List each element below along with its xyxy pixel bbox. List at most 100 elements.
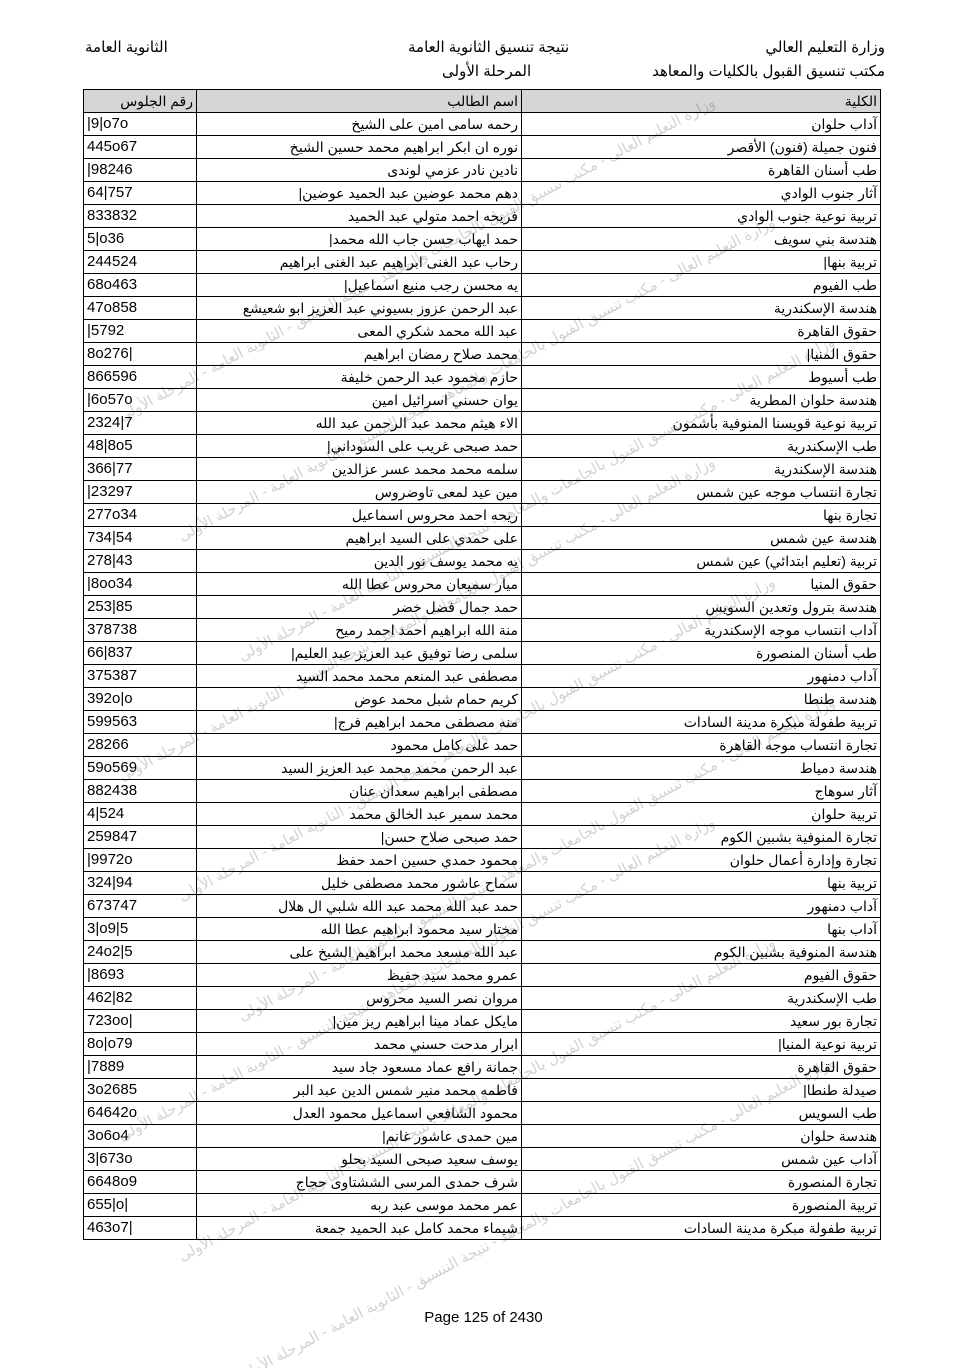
student-name-cell: فاطمه محمد منير شمس الدين عبد البر bbox=[196, 1078, 522, 1102]
table-row: 4|524 محمد سمير عبد الخالق محمد تربية حلوا… bbox=[83, 802, 881, 826]
student-name-cell: حمد عبد الله محمد عبد الله شلبي ال هلال bbox=[196, 894, 522, 918]
table-row: 833832 فريحه احمد متولي عبد الحميد تربية ن… bbox=[83, 204, 881, 228]
seat-number-cell: 68o463 bbox=[83, 273, 197, 297]
seat-number-cell: 833832 bbox=[83, 204, 197, 228]
college-cell: تربية حلوان bbox=[521, 802, 881, 826]
column-header-name: اسم الطالب bbox=[196, 89, 522, 113]
student-name-cell: حمد صبحى غريب على السوداني| bbox=[196, 434, 522, 458]
student-name-cell: جمانة رافع عماد مسعود جاد سيد bbox=[196, 1055, 522, 1079]
seat-number-cell: 48|8o5 bbox=[83, 434, 197, 458]
seat-number-cell: 5|o36 bbox=[83, 227, 197, 251]
student-name-cell: مين حمدى عاشور غانم| bbox=[196, 1124, 522, 1148]
seat-number-cell: 64642o bbox=[83, 1101, 197, 1125]
seat-number-cell: 59o569 bbox=[83, 756, 197, 780]
college-cell: هندسة الإسكندرية bbox=[521, 457, 881, 481]
student-name-cell: سلمه محمد محمد عسر عزالدين bbox=[196, 457, 522, 481]
student-name-cell: يوان حسني اسرائيل امين bbox=[196, 388, 522, 412]
student-name-cell: حمد ايهاب حسن جاب الله محمد| bbox=[196, 227, 522, 251]
seat-number-cell: |98246 bbox=[83, 158, 197, 182]
student-name-cell: مين عيد لمعى تاوضروس bbox=[196, 480, 522, 504]
certificate-title: الثانوية العامة bbox=[85, 39, 168, 56]
table-row: |5792 عبد الله محمد شكري المعى حقوق القاهر… bbox=[83, 319, 881, 343]
seat-number-cell: 66|837 bbox=[83, 641, 197, 665]
college-cell: فنون جميلة (فنون) الأقصر bbox=[521, 135, 881, 159]
student-name-cell: حمد صبحى صلاح حسن| bbox=[196, 825, 522, 849]
table-row: |23297 مين عيد لمعى تاوضروس تجارة انتساب م… bbox=[83, 480, 881, 504]
college-cell: آداب انتساب موجه الإسكندرية bbox=[521, 618, 881, 642]
college-cell: طب أسنان القاهرة bbox=[521, 158, 881, 182]
college-cell: طب الفيوم bbox=[521, 273, 881, 297]
college-cell: تربية طفولة مبكرة مدينة السادات bbox=[521, 710, 881, 734]
seat-number-cell: 462|82 bbox=[83, 986, 197, 1010]
table-row: 866596 حازم محمود عبد الرحمن خليفة طب أسيو… bbox=[83, 365, 881, 389]
table-row: |8693 عمرو محمد سيد حفيظ حقوق الفيوم bbox=[83, 963, 881, 987]
seat-number-cell: |23297 bbox=[83, 480, 197, 504]
table-row: 59o569 عبد الرحمن محمد محمد عبد العزيز ال… bbox=[83, 756, 881, 780]
table-row: 655|o| عمر محمد موسى عبد ربه تربية المنصور… bbox=[83, 1193, 881, 1217]
college-cell: هندسة بني سويف bbox=[521, 227, 881, 251]
seat-number-cell: 866596 bbox=[83, 365, 197, 389]
table-row: 5|o36 حمد ايهاب حسن جاب الله محمد| هندسة ب… bbox=[83, 227, 881, 251]
student-name-cell: مايكل عماد مينا ابراهيم ريز مين| bbox=[196, 1009, 522, 1033]
table-row: 3|o9|5 مختار سيد محمود ابراهيم عطا الله آد… bbox=[83, 917, 881, 941]
college-cell: هندسة الإسكندرية bbox=[521, 296, 881, 320]
table-row: 66|837 سلمى رضا توفيق عبد العزيز عبد العل… bbox=[83, 641, 881, 665]
seat-number-cell: 4|524 bbox=[83, 802, 197, 826]
table-row: 324|94 سماح عاشور محمد مصطفى خليل تربية بن… bbox=[83, 871, 881, 895]
student-name-cell: محمود حمدي حسين احمد حفظ bbox=[196, 848, 522, 872]
college-cell: تجارة وإدارة أعمال حلوان bbox=[521, 848, 881, 872]
student-name-cell: مصطفى ابراهيم سعدان عنان bbox=[196, 779, 522, 803]
table-row: 392o|o كريم حمام شبل محمد عوض هندسة طنطا bbox=[83, 687, 881, 711]
seat-number-cell: 463o7| bbox=[83, 1216, 197, 1240]
seat-number-cell: |5792 bbox=[83, 319, 197, 343]
seat-number-cell: 673747 bbox=[83, 894, 197, 918]
student-name-cell: عمر محمد موسى عبد ربه bbox=[196, 1193, 522, 1217]
seat-number-cell: 2324|7 bbox=[83, 411, 197, 435]
college-cell: طب أسنان المنصورة bbox=[521, 641, 881, 665]
table-row: |9|o7o رحمه سامى امين على الشيخ آداب حلوان bbox=[83, 112, 881, 136]
table-row: 259847 حمد صبحى صلاح حسن| تجارة المنوفية ب… bbox=[83, 825, 881, 849]
student-name-cell: يه محمد يوسف نور الدين bbox=[196, 549, 522, 573]
college-cell: هندسة دمياط bbox=[521, 756, 881, 780]
college-cell: هندسة طنطا bbox=[521, 687, 881, 711]
table-row: 64642o محمود الشافعي اسماعيل محمود العدل ط… bbox=[83, 1101, 881, 1125]
student-name-cell: منه مصطفى محمد ابراهيم فرج| bbox=[196, 710, 522, 734]
student-name-cell: مروان نصر السيد محروس bbox=[196, 986, 522, 1010]
college-cell: تجارة انتساب موجه عين شمس bbox=[521, 480, 881, 504]
table-row: 3o2685 فاطمه محمد منير شمس الدين عبد البر… bbox=[83, 1078, 881, 1102]
table-row: 244524 رحاب عبد الغنى ابراهيم عبد الغنى ا… bbox=[83, 250, 881, 274]
seat-number-cell: 378738 bbox=[83, 618, 197, 642]
table-row: 375387 مصطفى عبد المنعم محمد محمد السيد آد… bbox=[83, 664, 881, 688]
college-cell: حقوق القاهرة bbox=[521, 1055, 881, 1079]
college-cell: هندسة حلوان bbox=[521, 1124, 881, 1148]
college-cell: تربية نوعية جنوب الوادي bbox=[521, 204, 881, 228]
seat-number-cell: 392o|o bbox=[83, 687, 197, 711]
seat-number-cell: |9|o7o bbox=[83, 112, 197, 136]
seat-number-cell: |8693 bbox=[83, 963, 197, 987]
table-row: 28266 حمد على كامل محمود تجارة انتساب موجه… bbox=[83, 733, 881, 757]
student-name-cell: سلمى رضا توفيق عبد العزيز عبد العليم| bbox=[196, 641, 522, 665]
seat-number-cell: 244524 bbox=[83, 250, 197, 274]
student-name-cell: ريحه احمد محروس اسماعيل bbox=[196, 503, 522, 527]
table-row: 277o34 ريحه احمد محروس اسماعيل تجارة بنها bbox=[83, 503, 881, 527]
seat-number-cell: 3|o9|5 bbox=[83, 917, 197, 941]
college-cell: هندسة بترول وتعدين السويس bbox=[521, 595, 881, 619]
seat-number-cell: 253|85 bbox=[83, 595, 197, 619]
table-row: 599563 منه مصطفى محمد ابراهيم فرج| تربية ط… bbox=[83, 710, 881, 734]
table-row: 24o2|5 عبد الله مسعد محمد ابراهيم الشيخ ع… bbox=[83, 940, 881, 964]
page-number: Page 125 of 2430 bbox=[424, 1309, 543, 1326]
college-cell: طب أسيوط bbox=[521, 365, 881, 389]
table-row: 68o463 يه محسن رجب منيع اسماعيل| طب الفيوم bbox=[83, 273, 881, 297]
college-cell: تجارة المنصورة bbox=[521, 1170, 881, 1194]
student-name-cell: دهم محمد عوضين عبد الحميد عوضين| bbox=[196, 181, 522, 205]
student-name-cell: مختار سيد محمود ابراهيم عطا الله bbox=[196, 917, 522, 941]
seat-number-cell: 3o6o4 bbox=[83, 1124, 197, 1148]
seat-number-cell: |9972o bbox=[83, 848, 197, 872]
student-name-cell: نادين نادر عزمي لوندى bbox=[196, 158, 522, 182]
college-cell: طب السويس bbox=[521, 1101, 881, 1125]
table-row: 734|54 على حمدي على السيد ابراهيم هندسة عي… bbox=[83, 526, 881, 550]
seat-number-cell: 278|43 bbox=[83, 549, 197, 573]
table-header-row: رقم الجلوس اسم الطالب الكلية bbox=[83, 89, 881, 113]
table-row: 3o6o4 مين حمدى عاشور غانم| هندسة حلوان bbox=[83, 1124, 881, 1148]
student-name-cell: محمد سمير عبد الخالق محمد bbox=[196, 802, 522, 826]
